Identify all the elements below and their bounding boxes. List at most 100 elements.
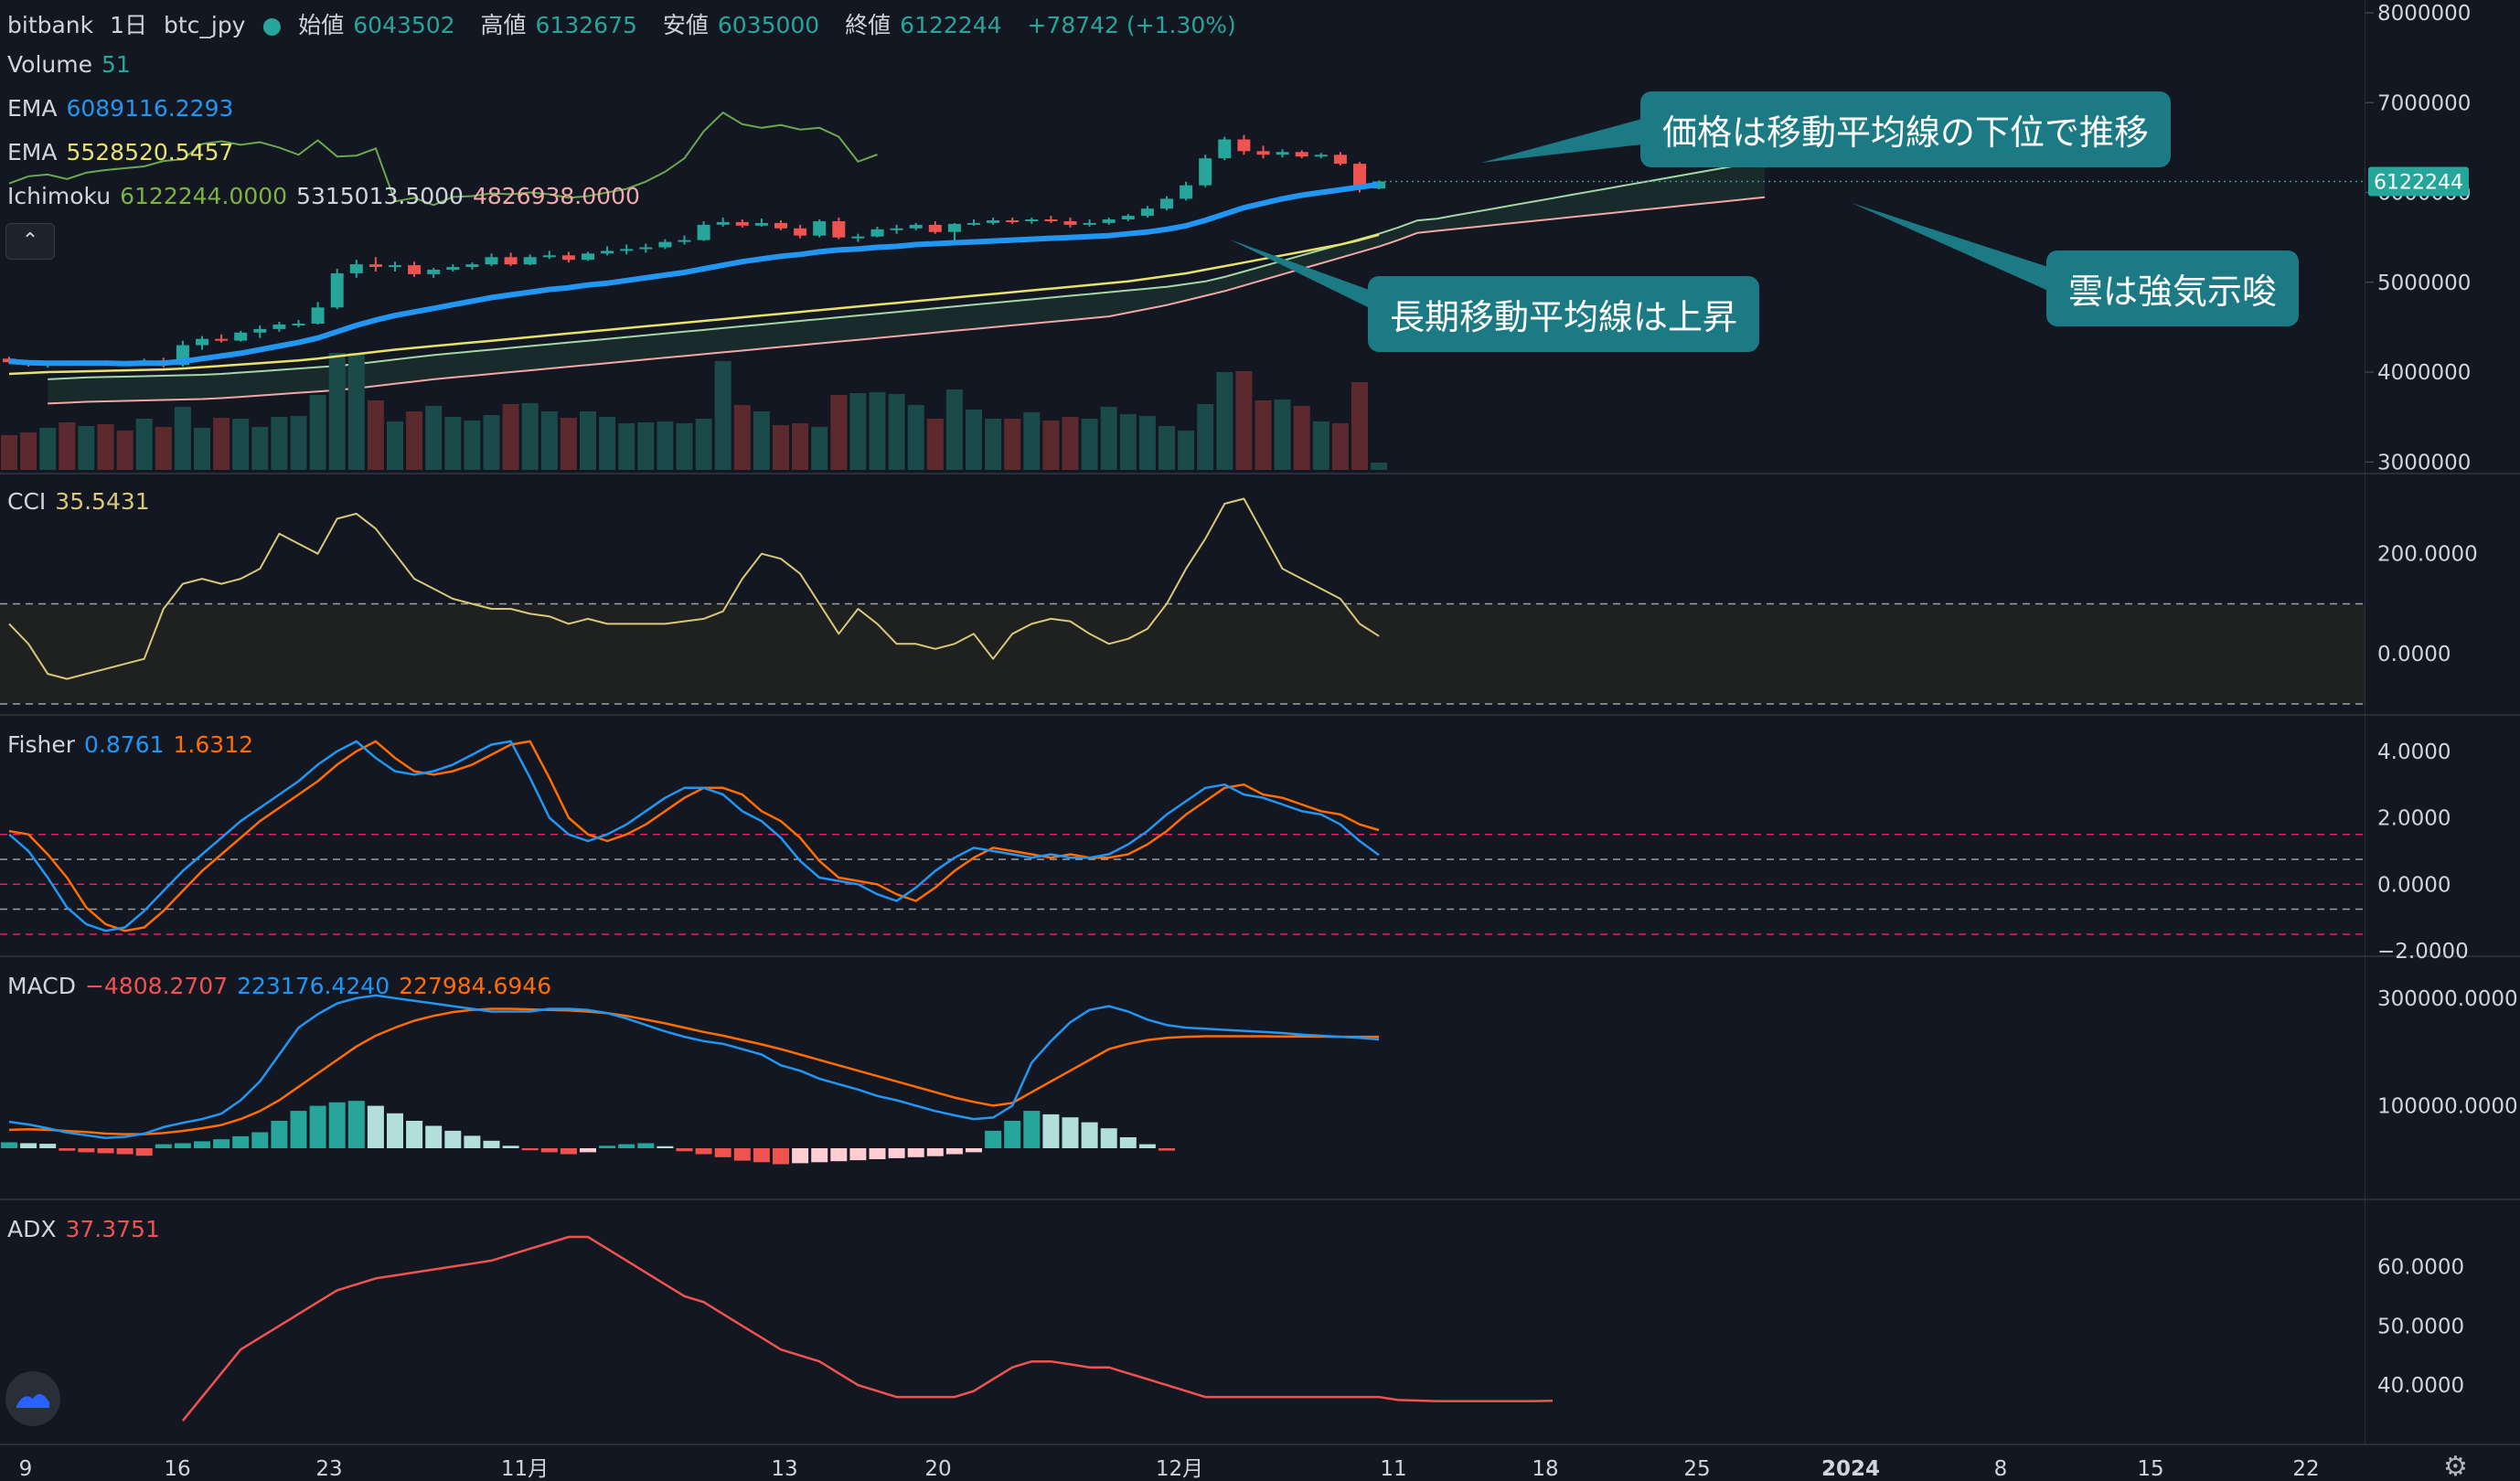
close-value: 6122244 (900, 12, 1002, 38)
high-label: 高値 (480, 12, 527, 38)
last-price-tag-text: 6122244 (2374, 172, 2463, 195)
macd-histogram-bar (714, 1148, 731, 1157)
symbol[interactable]: btc_jpy (163, 12, 246, 38)
legend-ema-2[interactable]: EMA 5528520.5457 (7, 139, 242, 165)
volume-bar (1081, 419, 1098, 470)
volume-bar (116, 431, 133, 470)
volume-bar (733, 405, 751, 470)
ichimoku-label: Ichimoku (7, 183, 112, 209)
macd-histogram-bar (830, 1148, 848, 1162)
fisher-label: Fisher (7, 731, 76, 758)
volume-bar (773, 425, 789, 470)
annotation-pointer-1 (1481, 119, 1642, 163)
candle-body (1333, 154, 1347, 165)
ichimoku-value-3: 4826938.0000 (472, 183, 640, 209)
cci-tick-label: 200.0000 (2377, 543, 2478, 567)
volume-bar (521, 403, 539, 470)
candle-body (582, 253, 594, 261)
annotation-long-ma-rising[interactable]: 長期移動平均線は上昇 (1368, 276, 1760, 352)
volume-bar (135, 419, 153, 470)
x-tick-label: 9 (19, 1457, 33, 1481)
macd-histogram-bar (676, 1148, 693, 1152)
macd-value-1: −4808.2707 (84, 973, 229, 999)
adx-value: 37.3751 (65, 1216, 160, 1242)
macd-line (8, 994, 1380, 1139)
candle-body (1063, 221, 1077, 225)
candle-body (368, 264, 382, 267)
interval[interactable]: 1日 (110, 12, 147, 38)
volume-bar (425, 406, 443, 470)
annotation-pointer-2 (1230, 240, 1372, 309)
macd-histogram-bar (1159, 1148, 1175, 1151)
candle-body (542, 255, 556, 258)
legend-adx[interactable]: ADX 37.3751 (7, 1216, 169, 1242)
high-value: 6132675 (535, 12, 637, 38)
legend-cci[interactable]: CCI 35.5431 (7, 488, 159, 515)
macd-histogram-bar (926, 1148, 944, 1156)
macd-histogram-bar (97, 1148, 114, 1154)
candle-body (851, 236, 865, 239)
volume-bar (1331, 423, 1349, 470)
volume-bar (945, 389, 963, 470)
ichimoku-value-1: 6122244.0000 (120, 183, 288, 209)
macd-histogram-bar (290, 1111, 307, 1148)
macd-histogram-bar (811, 1148, 828, 1163)
collapse-legend-button[interactable]: ⌃ (5, 223, 55, 260)
macd-histogram-bar (637, 1143, 655, 1148)
volume-bar (271, 417, 288, 470)
volume-bar (676, 423, 693, 470)
candle-body (504, 257, 518, 265)
volume-bar (1351, 382, 1368, 470)
legend-ichimoku[interactable]: Ichimoku 6122244.0000 5315013.5000 4826938.… (7, 183, 649, 209)
candle-body (754, 222, 768, 226)
candle-body (1237, 139, 1251, 152)
price-tick-label: 5000000 (2377, 272, 2471, 295)
macd-histogram-bar (521, 1148, 539, 1151)
candle-body (253, 328, 267, 333)
adx-tick-label: 40.0000 (2377, 1374, 2464, 1398)
macd-histogram-bar (309, 1105, 326, 1148)
volume-bar (194, 428, 210, 470)
volume-bars (1, 353, 1388, 470)
macd-histogram-bar (271, 1121, 288, 1148)
macd-histogram-bar (695, 1148, 712, 1155)
candle-body (1256, 151, 1270, 155)
volume-bar (1100, 407, 1117, 470)
candle-body (909, 224, 923, 229)
cci-tick-label: 0.0000 (2377, 643, 2451, 666)
volume-bar (1197, 404, 1214, 470)
candle-body (928, 224, 942, 232)
candle-body (813, 221, 827, 236)
fisher-tick-label: −2.0000 (2377, 940, 2469, 964)
annotation-price-below-ma[interactable]: 価格は移動平均線の下位で推移 (1640, 91, 2172, 167)
legend-volume[interactable]: Volume 51 (7, 51, 140, 78)
ichimoku-value-2: 5315013.5000 (296, 183, 464, 209)
macd-histogram-bar (347, 1101, 365, 1148)
legend-ema-1[interactable]: EMA 6089116.2293 (7, 95, 242, 122)
volume-bar (966, 410, 982, 470)
macd-histogram-bar (135, 1148, 153, 1156)
cci-line (8, 497, 1380, 680)
annotation-cloud-bullish[interactable]: 雲は強気示唆 (2046, 250, 2300, 326)
last-price-tag-bg (2368, 166, 2469, 197)
volume-bar (444, 417, 462, 470)
macd-histogram-bar (213, 1139, 230, 1148)
macd-histogram-bar (888, 1148, 905, 1158)
macd-histogram-bar (425, 1125, 443, 1148)
macd-histogram-bar (580, 1148, 596, 1153)
macd-histogram-bar (599, 1145, 616, 1148)
macd-histogram-bar (387, 1113, 403, 1148)
macd-histogram-bar (174, 1143, 191, 1148)
candle-body (196, 338, 208, 346)
low-label: 安値 (662, 12, 709, 38)
tradingview-logo-icon[interactable] (5, 1371, 60, 1426)
legend-macd[interactable]: MACD −4808.2707 223176.4240 227984.6946 (7, 973, 561, 999)
macd-histogram-bar (560, 1148, 577, 1155)
legend-fisher[interactable]: Fisher 0.8761 1.6312 (7, 731, 262, 758)
exchange-name[interactable]: bitbank (7, 12, 94, 38)
macd-histogram-bar (1004, 1121, 1021, 1148)
cci-band-fill (0, 603, 2365, 704)
x-tick-label: 15 (2137, 1457, 2163, 1481)
macd-histogram-bar (328, 1102, 346, 1148)
candle-body (716, 221, 730, 225)
